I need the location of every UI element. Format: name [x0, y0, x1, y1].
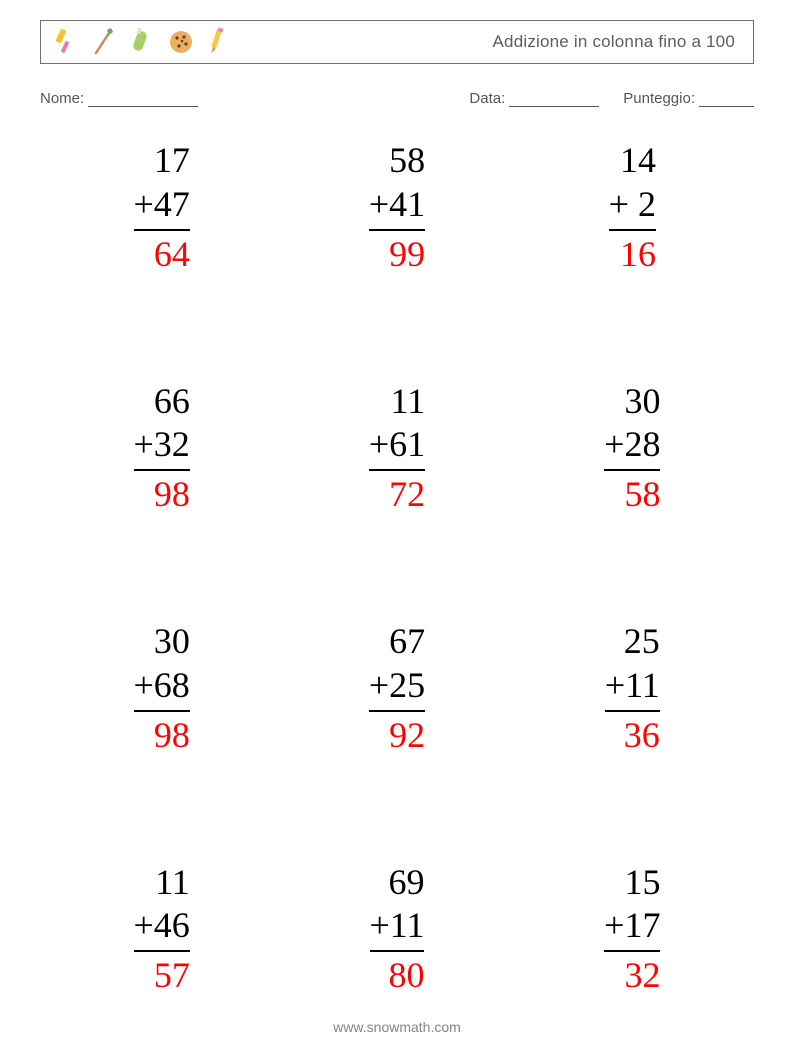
worksheet-title: Addizione in colonna fino a 100	[493, 32, 742, 52]
pencil-icon	[207, 27, 233, 57]
problem-9: 25+1136	[535, 620, 730, 813]
addend-top: 11	[134, 861, 190, 905]
addend-top: 14	[609, 139, 656, 183]
addend-top: 15	[604, 861, 660, 905]
addend-bottom: +11	[605, 664, 660, 712]
problem-stack: 58+4199	[369, 139, 425, 277]
header-icons	[53, 27, 233, 57]
addend-bottom: +46	[134, 904, 190, 952]
problem-3: 14+ 216	[535, 139, 730, 332]
date-blank[interactable]	[509, 92, 599, 107]
addend-top: 30	[134, 620, 190, 664]
problem-7: 30+6898	[64, 620, 259, 813]
problem-stack: 11+6172	[369, 380, 425, 518]
addend-top: 58	[369, 139, 425, 183]
answer: 98	[134, 471, 190, 517]
problem-stack: 17+4764	[134, 139, 190, 277]
answer: 36	[605, 712, 660, 758]
problem-stack: 30+2858	[604, 380, 660, 518]
answer: 16	[609, 231, 656, 277]
problem-5: 11+6172	[299, 380, 494, 573]
answer: 72	[369, 471, 425, 517]
paintbrush-icon	[53, 27, 79, 57]
addend-top: 11	[369, 380, 425, 424]
addend-top: 25	[605, 620, 660, 664]
brush-icon	[91, 27, 117, 57]
date-score-group: Data: Punteggio:	[469, 90, 754, 107]
answer: 92	[369, 712, 425, 758]
answer: 57	[134, 952, 190, 998]
problem-stack: 67+2592	[369, 620, 425, 758]
name-blank[interactable]	[88, 92, 198, 107]
problem-2: 58+4199	[299, 139, 494, 332]
problem-stack: 14+ 216	[609, 139, 656, 277]
problem-stack: 30+6898	[134, 620, 190, 758]
problem-stack: 11+4657	[134, 861, 190, 999]
addend-top: 17	[134, 139, 190, 183]
answer: 58	[604, 471, 660, 517]
addend-bottom: +17	[604, 904, 660, 952]
problem-8: 67+2592	[299, 620, 494, 813]
answer: 80	[370, 952, 425, 998]
addend-bottom: +25	[369, 664, 425, 712]
problem-stack: 15+1732	[604, 861, 660, 999]
problem-4: 66+3298	[64, 380, 259, 573]
info-row: Nome: Data: Punteggio:	[40, 90, 754, 107]
addend-bottom: +11	[370, 904, 425, 952]
addend-bottom: +41	[369, 183, 425, 231]
addend-bottom: +68	[134, 664, 190, 712]
addend-top: 69	[370, 861, 425, 905]
addend-bottom: +28	[604, 423, 660, 471]
addend-top: 66	[134, 380, 190, 424]
problem-6: 30+2858	[535, 380, 730, 573]
addend-bottom: +32	[134, 423, 190, 471]
name-field: Nome:	[40, 90, 198, 107]
problem-stack: 69+1180	[370, 861, 425, 999]
cookie-icon	[167, 27, 195, 57]
header-box: Addizione in colonna fino a 100	[40, 20, 754, 64]
addend-top: 30	[604, 380, 660, 424]
date-label: Data:	[469, 90, 505, 107]
marker-icon	[129, 27, 155, 57]
answer: 64	[134, 231, 190, 277]
addend-bottom: +61	[369, 423, 425, 471]
addend-bottom: +47	[134, 183, 190, 231]
answer: 32	[604, 952, 660, 998]
page: Addizione in colonna fino a 100 Nome: Da…	[0, 0, 794, 1053]
name-label: Nome:	[40, 90, 84, 107]
problems-grid: 17+4764 58+4199 14+ 216 66+3298 11+6172 …	[40, 139, 754, 1053]
problem-1: 17+4764	[64, 139, 259, 332]
answer: 99	[369, 231, 425, 277]
addend-top: 67	[369, 620, 425, 664]
footer-url: www.snowmath.com	[0, 1019, 794, 1035]
problem-stack: 25+1136	[605, 620, 660, 758]
score-label: Punteggio:	[623, 90, 695, 107]
answer: 98	[134, 712, 190, 758]
addend-bottom: + 2	[609, 183, 656, 231]
problem-stack: 66+3298	[134, 380, 190, 518]
score-blank[interactable]	[699, 92, 754, 107]
